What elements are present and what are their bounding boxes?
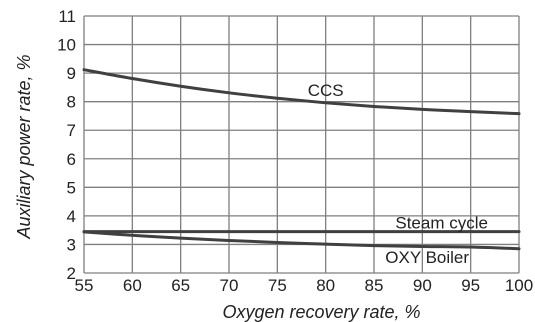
series-labels: CCS Steam cycle OXY Boiler <box>308 81 488 267</box>
x-tick-label: 85 <box>365 276 384 295</box>
grid <box>83 15 520 274</box>
series-line-ccs <box>82 68 521 116</box>
x-tick-label: 70 <box>220 276 239 295</box>
x-tick-label: 90 <box>413 276 432 295</box>
y-tick-label: 10 <box>57 36 76 55</box>
y-tick-label: 9 <box>67 64 76 83</box>
series-lines <box>82 68 521 251</box>
y-tick-label: 2 <box>67 264 76 283</box>
tick-labels: 55 60 65 70 75 80 85 90 95 100 2 3 4 5 6 7 8 9 10 11 <box>57 7 533 295</box>
x-tick-label: 75 <box>268 276 287 295</box>
y-tick-label: 4 <box>67 207 76 226</box>
y-tick-label: 7 <box>67 121 76 140</box>
series-label-steam-cycle: Steam cycle <box>395 214 488 233</box>
y-tick-label: 8 <box>67 93 76 112</box>
y-axis-title: Auxiliary power rate, % <box>14 54 34 239</box>
series-label-oxy-boiler: OXY Boiler <box>385 248 469 267</box>
y-tick-label: 6 <box>67 150 76 169</box>
y-tick-label: 3 <box>67 235 76 254</box>
x-tick-label: 60 <box>123 276 142 295</box>
series-line-oxy-boiler <box>82 230 521 251</box>
x-tick-label: 100 <box>505 276 533 295</box>
x-tick-label: 80 <box>316 276 335 295</box>
x-tick-label: 55 <box>75 276 94 295</box>
series-label-ccs: CCS <box>308 81 344 100</box>
y-tick-label: 5 <box>67 178 76 197</box>
x-tick-label: 95 <box>461 276 480 295</box>
y-tick-label: 11 <box>58 7 76 26</box>
x-tick-label: 65 <box>171 276 190 295</box>
x-axis-title: Oxygen recovery rate, % <box>222 302 420 322</box>
